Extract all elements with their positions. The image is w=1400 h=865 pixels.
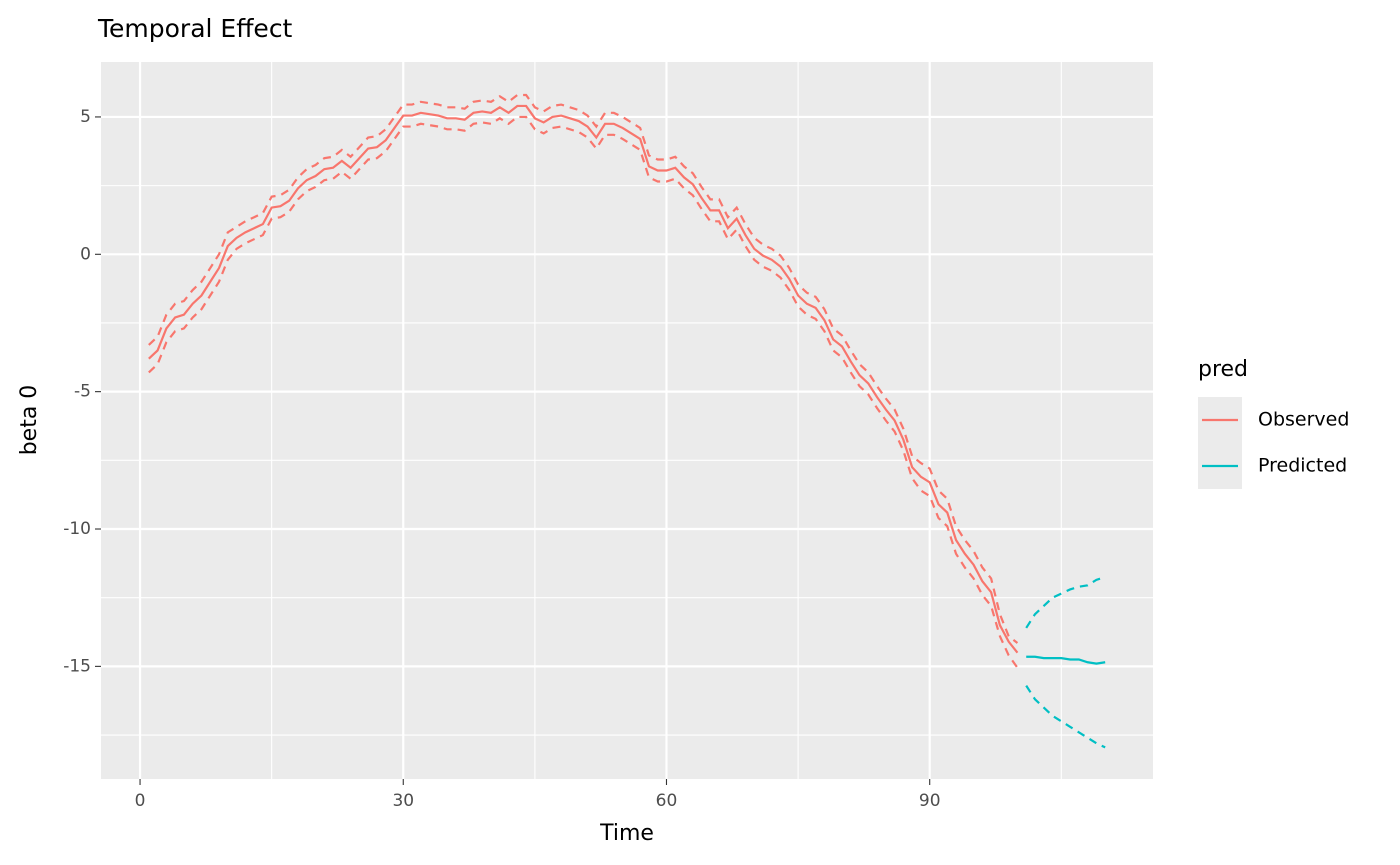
panel bbox=[101, 62, 1153, 779]
x-tick-label: 60 bbox=[656, 791, 678, 811]
x-tick-label: 0 bbox=[135, 791, 146, 811]
y-tick-label: 5 bbox=[80, 107, 91, 127]
upper-bound-line bbox=[148, 93, 1019, 644]
y-tick-label: -5 bbox=[74, 382, 91, 402]
line bbox=[1026, 655, 1106, 665]
lower-bound-line bbox=[148, 115, 1019, 669]
x-axis-title: Time bbox=[599, 821, 654, 846]
lower-bound-line bbox=[1025, 685, 1106, 749]
y-tick-label: -10 bbox=[63, 519, 91, 539]
y-tick-label: -15 bbox=[63, 656, 91, 676]
legend-label: Predicted bbox=[1258, 455, 1347, 477]
y-tick-label: 0 bbox=[80, 244, 91, 264]
chart-title: Temporal Effect bbox=[97, 14, 293, 43]
x-tick-label: 30 bbox=[392, 791, 414, 811]
x-tick-label: 90 bbox=[919, 791, 941, 811]
line bbox=[148, 104, 1019, 654]
y-axis-title: beta 0 bbox=[17, 385, 42, 456]
legend-title: pred bbox=[1198, 357, 1248, 382]
legend-label: Observed bbox=[1258, 409, 1349, 431]
